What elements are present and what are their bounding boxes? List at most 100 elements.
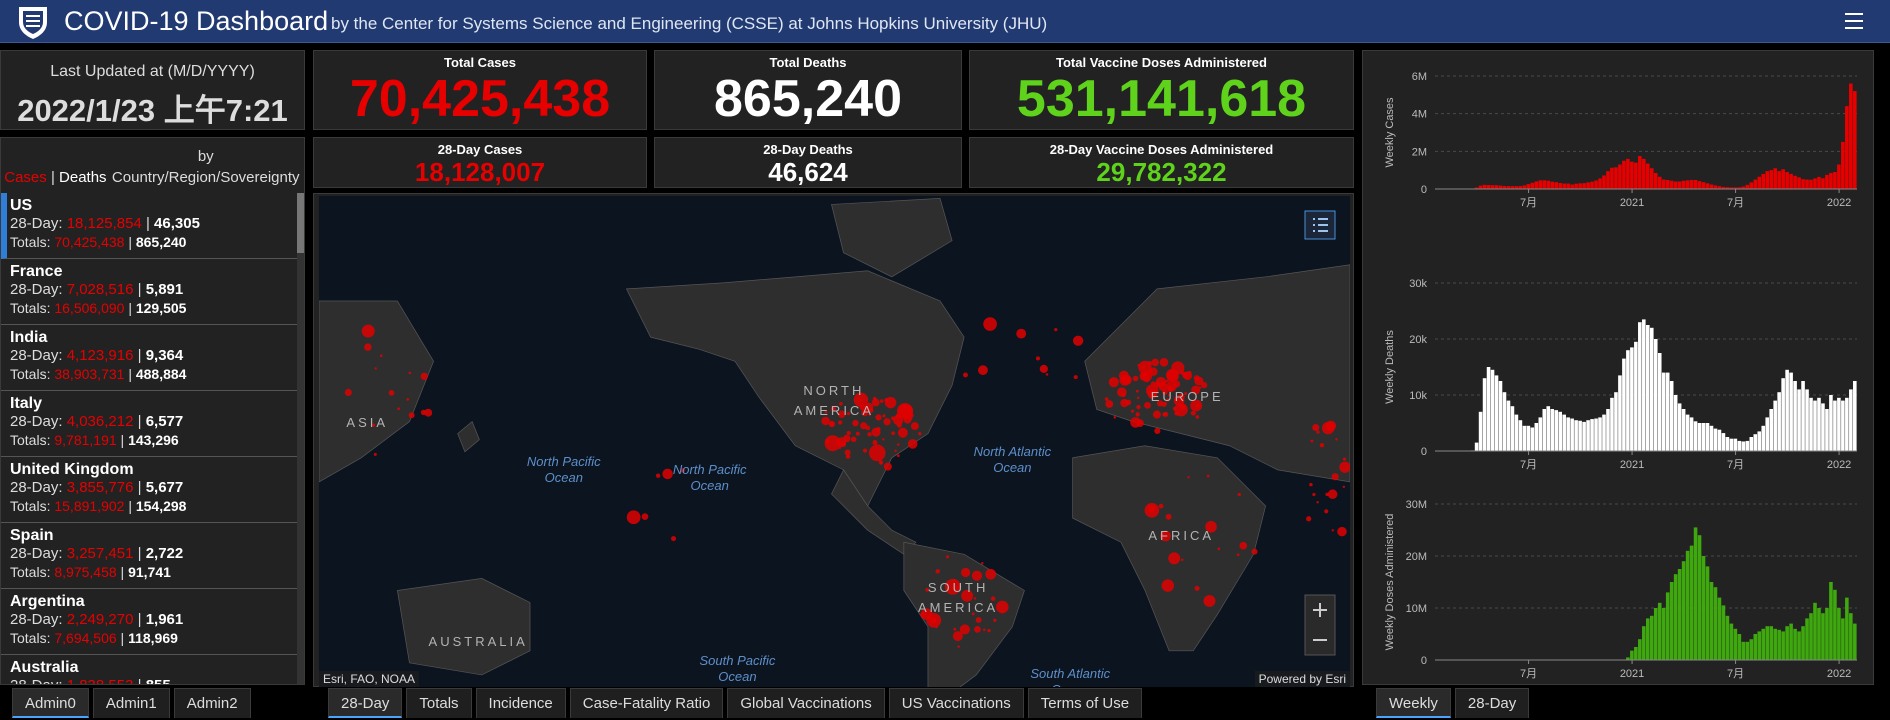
case-dot bbox=[1161, 388, 1168, 395]
bar bbox=[1514, 186, 1519, 189]
case-dot bbox=[846, 430, 851, 436]
country-row[interactable]: Spain 28-Day: 3,257,451 | 2,722 Totals: 8,… bbox=[1, 523, 297, 589]
scroll-thumb[interactable] bbox=[297, 193, 304, 253]
tab[interactable]: Admin1 bbox=[92, 688, 170, 718]
bar bbox=[1634, 162, 1638, 189]
bar bbox=[1598, 178, 1602, 189]
total-deaths: 91,741 bbox=[128, 564, 171, 580]
map[interactable]: ASIA NORTH AMERICA EUROPE AFRICA SOUTH AMERI… bbox=[319, 196, 1350, 687]
tab[interactable]: Incidence bbox=[475, 688, 566, 718]
x-tick-label: 2021 bbox=[1620, 197, 1644, 209]
case-dot bbox=[878, 460, 883, 465]
bar bbox=[1538, 417, 1543, 451]
bar bbox=[1610, 167, 1614, 189]
bar bbox=[1685, 414, 1690, 451]
case-dot bbox=[406, 398, 410, 401]
case-dot bbox=[1306, 516, 1312, 522]
tab[interactable]: Weekly bbox=[1376, 688, 1451, 718]
ocean-label: North Pacific Ocean bbox=[526, 453, 601, 485]
case-dot bbox=[1120, 398, 1129, 408]
separator: | bbox=[120, 630, 125, 646]
bar bbox=[1773, 168, 1777, 189]
tab[interactable]: Totals bbox=[406, 688, 472, 718]
bar bbox=[1558, 182, 1562, 189]
bar bbox=[1574, 420, 1578, 451]
tab[interactable]: Global Vaccinations bbox=[727, 688, 885, 718]
case-dot bbox=[1045, 373, 1049, 376]
tabs-left: Admin0 Admin1 Admin2 bbox=[12, 688, 255, 720]
tab[interactable]: Case-Fatality Ratio bbox=[569, 688, 724, 718]
country-row[interactable]: India 28-Day: 4,123,916 | 9,364 Totals: 38… bbox=[1, 325, 297, 391]
bar bbox=[1813, 602, 1817, 660]
country-row[interactable]: US 28-Day: 18,125,854 | 46,305 Totals: 70,… bbox=[1, 193, 297, 259]
bar bbox=[1681, 409, 1686, 451]
summary-box: Total Cases 70,425,438 bbox=[313, 50, 647, 130]
case-dot bbox=[883, 462, 892, 471]
bar bbox=[1626, 350, 1630, 451]
bar bbox=[1813, 400, 1817, 451]
case-dot bbox=[935, 569, 940, 574]
y-axis-label: Weekly Doses Administered bbox=[1384, 514, 1396, 651]
legend-button[interactable] bbox=[1304, 210, 1336, 240]
tab[interactable]: Terms of Use bbox=[1027, 688, 1143, 718]
total-cases: 16,506,090 bbox=[54, 300, 125, 316]
zoom-controls[interactable] bbox=[1304, 594, 1336, 656]
total-cases: 38,903,731 bbox=[54, 366, 125, 382]
bar bbox=[1546, 406, 1551, 451]
bar bbox=[1514, 414, 1519, 451]
bar bbox=[1685, 550, 1690, 660]
summary-value: 531,141,618 bbox=[1016, 70, 1307, 128]
case-dot bbox=[1191, 385, 1201, 395]
case-dot bbox=[875, 414, 882, 421]
case-dot bbox=[971, 612, 975, 616]
scrollbar[interactable] bbox=[297, 193, 304, 684]
country-row[interactable]: United Kingdom 28-Day: 3,855,776 | 5,677 T… bbox=[1, 457, 297, 523]
day28-cases: 2,249,270 bbox=[66, 611, 134, 628]
country-row[interactable]: France 28-Day: 7,028,516 | 5,891 Totals: 1… bbox=[1, 259, 297, 325]
bar bbox=[1701, 423, 1706, 451]
bar bbox=[1761, 173, 1766, 189]
case-dot bbox=[862, 448, 868, 453]
tab[interactable]: 28-Day bbox=[328, 688, 403, 718]
bar bbox=[1526, 184, 1531, 189]
bar bbox=[1574, 183, 1578, 189]
country-row[interactable]: Italy 28-Day: 4,036,212 | 6,577 Totals: 9,… bbox=[1, 391, 297, 457]
tab[interactable]: Admin2 bbox=[173, 688, 251, 718]
bar bbox=[1478, 411, 1483, 451]
case-dot bbox=[846, 412, 851, 416]
case-dot bbox=[845, 454, 851, 459]
tab[interactable]: Admin0 bbox=[12, 688, 89, 718]
tab[interactable]: 28-Day bbox=[1454, 688, 1530, 718]
case-dot bbox=[1331, 529, 1335, 532]
case-dot bbox=[1144, 402, 1151, 409]
bar bbox=[1634, 647, 1638, 660]
summary-value: 46,624 bbox=[768, 157, 848, 187]
bar bbox=[1741, 186, 1746, 189]
country-row[interactable]: Argentina 28-Day: 2,249,270 | 1,961 Totals… bbox=[1, 589, 297, 655]
country-list: Cases | Deaths by Country/Region/Soverei… bbox=[0, 137, 305, 685]
bar bbox=[1777, 392, 1781, 451]
bar bbox=[1793, 628, 1797, 660]
case-dot bbox=[963, 372, 968, 378]
bar bbox=[1550, 409, 1555, 451]
menu-button[interactable] bbox=[1844, 12, 1864, 30]
bar bbox=[1486, 367, 1491, 451]
bar bbox=[1753, 434, 1758, 451]
totals-label: Totals: bbox=[10, 300, 51, 316]
bar bbox=[1837, 164, 1841, 189]
bar bbox=[1697, 423, 1702, 451]
country-row[interactable]: Australia28-Day: 1,838,553 | 855 bbox=[1, 655, 297, 684]
bar bbox=[1733, 628, 1738, 660]
day28-cases: 18,125,854 bbox=[66, 215, 142, 232]
bar bbox=[1486, 185, 1491, 189]
case-dot bbox=[910, 422, 919, 431]
y-axis-label: Weekly Cases bbox=[1384, 97, 1396, 168]
bar bbox=[1661, 179, 1666, 189]
bar bbox=[1853, 91, 1857, 189]
summary-label: 28-Day Vaccine Doses Administered bbox=[1049, 142, 1274, 157]
case-dot bbox=[1237, 492, 1241, 497]
tab[interactable]: US Vaccinations bbox=[888, 688, 1024, 718]
summary-box: 28-Day Cases 18,128,007 bbox=[313, 137, 647, 188]
case-dot bbox=[895, 413, 902, 419]
bar bbox=[1829, 582, 1833, 660]
